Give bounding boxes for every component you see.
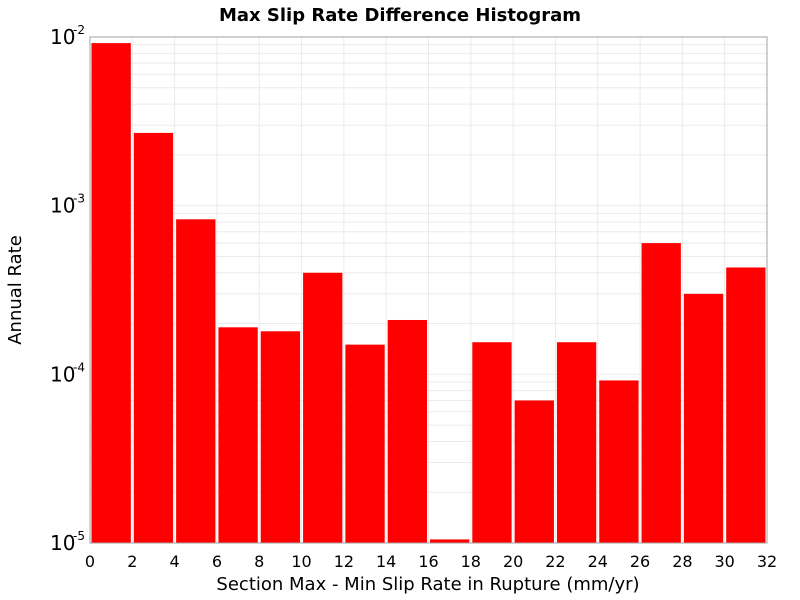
x-tick-label: 32 (757, 552, 777, 571)
y-tick-label: 10 (50, 362, 75, 386)
histogram-bar (176, 219, 216, 543)
histogram-bar (683, 293, 724, 543)
x-tick-label: 12 (334, 552, 354, 571)
x-tick-label: 6 (212, 552, 222, 571)
histogram-bar (303, 272, 343, 543)
histogram-bar (133, 132, 174, 543)
x-tick-label: 8 (254, 552, 264, 571)
histogram-bar (91, 43, 131, 543)
histogram-bar (218, 327, 258, 543)
y-tick-exponent: -2 (73, 23, 85, 37)
y-tick-label: 10 (50, 531, 75, 555)
x-tick-label: 18 (461, 552, 481, 571)
x-tick-label: 10 (291, 552, 311, 571)
histogram-bar (641, 243, 681, 544)
y-tick-exponent: -4 (73, 360, 85, 374)
histogram-bar (260, 331, 301, 543)
x-axis-ticks: 0 2 4 6 8 10 12 14 16 18 20 22 24 26 28 30 32 (85, 552, 777, 571)
y-axis-label: Annual Rate (5, 235, 26, 345)
x-tick-label: 4 (170, 552, 180, 571)
histogram-bar (345, 344, 385, 543)
chart-bars (91, 43, 766, 544)
x-tick-label: 30 (715, 552, 735, 571)
histogram-bar (387, 319, 427, 543)
x-tick-label: 26 (630, 552, 650, 571)
x-tick-label: 28 (672, 552, 692, 571)
y-tick-exponent: -5 (73, 529, 85, 543)
histogram-bar (599, 380, 639, 543)
x-tick-label: 22 (545, 552, 565, 571)
x-axis-label: Section Max - Min Slip Rate in Rupture (… (216, 574, 639, 595)
x-tick-label: 20 (503, 552, 523, 571)
plot-frame (89, 36, 768, 544)
x-tick-label: 0 (85, 552, 95, 571)
y-tick-exponent: -3 (73, 192, 85, 206)
x-tick-label: 16 (418, 552, 438, 571)
y-tick-label: 10 (50, 194, 75, 218)
histogram-bar (472, 342, 512, 543)
histogram-bar (556, 342, 597, 543)
histogram-bar (726, 267, 766, 543)
y-axis-ticks: 10-510-410-310-2 (50, 23, 85, 555)
chart-title: Max Slip Rate Difference Histogram (219, 5, 581, 26)
y-tick-label: 10 (50, 25, 75, 49)
x-tick-label: 24 (588, 552, 608, 571)
histogram-bar (430, 539, 470, 543)
histogram-bar (514, 400, 554, 543)
x-tick-label: 2 (127, 552, 137, 571)
x-tick-label: 14 (376, 552, 396, 571)
